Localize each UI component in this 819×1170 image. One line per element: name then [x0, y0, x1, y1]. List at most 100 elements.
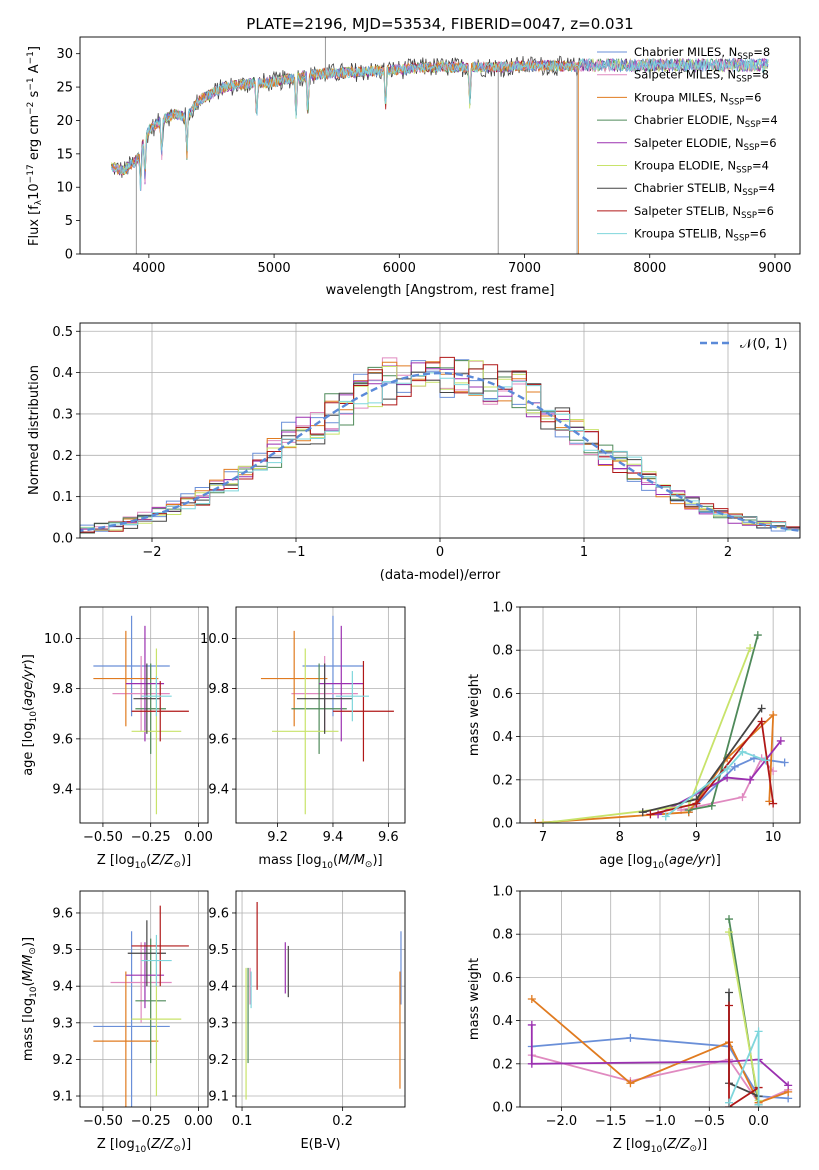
y-tick-label: 1.0 [492, 601, 513, 616]
chart-weight_vs_age: 7 8 9 10 0.0 0.2 0.4 0.6 0.8 1.0 age [log10(age/yr… [467, 601, 801, 871]
weight-marker [723, 765, 732, 773]
y-tick-label: 0.4 [52, 366, 73, 381]
y-tick-label: 0.6 [492, 971, 513, 986]
weight-line [535, 712, 775, 823]
y-tick-label: 9.3 [52, 1016, 73, 1031]
weight-marker [730, 762, 739, 771]
plot-area-residuals [80, 356, 800, 537]
x-axis-label: Z [log10(Z/Z⊙)] [613, 1137, 707, 1155]
y-tick-label: 9.1 [208, 1090, 229, 1105]
y-tick-label: 0.8 [492, 928, 513, 943]
chart-age_vs_Z: −0.50 −0.25 0.00 9.4 9.6 9.8 10.0 Z [log10(Z/Z⊙… [21, 606, 213, 871]
y-axis-label: age [log10(age/yr)] [21, 654, 39, 776]
y-tick-label: 0.4 [492, 730, 513, 745]
weight-line [542, 647, 751, 823]
x-axis-label: Z [log10(Z/Z⊙)] [97, 853, 191, 871]
axes-frame [235, 606, 406, 824]
weight-marker [539, 819, 548, 823]
x-tick-label: 7 [539, 830, 547, 845]
x-tick-label: −2 [142, 545, 161, 560]
chart-spectrum: 4000 5000 6000 7000 8000 9000 0 5 10 15 20 25 30 Chab… [26, 36, 801, 298]
x-tick-label: −0.50 [83, 1114, 123, 1129]
legend-entry: Kroupa MILES, NSSP=6 [634, 90, 761, 107]
y-tick-label: 0.6 [492, 687, 513, 702]
y-tick-label: 5 [65, 214, 73, 229]
y-tick-label: 0.2 [52, 449, 73, 464]
x-tick-label: 9.6 [378, 830, 399, 845]
x-axis-label: age [log10(age/yr)] [599, 853, 721, 871]
weight-line [665, 750, 766, 818]
y-tick-label: 0.0 [52, 532, 73, 547]
x-tick-label: 7000 [508, 261, 541, 276]
y-tick-label: 0.8 [492, 644, 513, 659]
y-tick-label: 10 [56, 181, 73, 196]
y-tick-label: 0.5 [52, 325, 73, 340]
weight-marker [707, 801, 716, 810]
x-tick-label: −1 [286, 545, 305, 560]
y-tick-label: 9.2 [208, 1053, 229, 1068]
plot-area-mass_vs_Z [93, 905, 189, 1107]
weight-marker [725, 915, 734, 924]
x-axis-label: wavelength [Angstrom, rest frame] [326, 283, 555, 298]
x-tick-label: 0 [436, 545, 444, 560]
legend: Chabrier MILES, NSSP=8 Salpeter MILES, NS… [597, 45, 778, 244]
y-tick-label: 9.3 [208, 1016, 229, 1031]
legend-entry: 𝒩(0, 1) [740, 337, 787, 352]
axes-frame [79, 322, 801, 539]
x-tick-label: −1.5 [595, 1114, 627, 1129]
plot-area-weight_vs_Z [527, 915, 793, 1107]
y-tick-label: 9.1 [52, 1090, 73, 1105]
figure-title: PLATE=2196, MJD=53534, FIBERID=0047, z=0… [246, 15, 633, 33]
y-tick-label: 9.5 [208, 943, 229, 958]
chart-weight_vs_Z: −2.0 −1.5 −1.0 −0.5 0.0 0.0 0.2 0.4 0.6 0.8 1.0 Z [… [467, 885, 801, 1155]
x-tick-label: 9.4 [323, 830, 344, 845]
plot-area-spectrum [110, 37, 769, 254]
weight-marker [769, 799, 778, 808]
y-axis-label: mass [log10(M/M⊙)] [21, 937, 39, 1061]
weight-marker [626, 1033, 635, 1042]
y-tick-label: 30 [56, 47, 73, 62]
weight-marker [531, 819, 540, 823]
y-tick-label: 10.0 [200, 632, 229, 647]
gaussian-curve [80, 371, 800, 533]
legend-entry: Salpeter MILES, NSSP=8 [634, 68, 769, 85]
y-axis-label: mass weight [467, 674, 482, 756]
weight-line [688, 634, 759, 811]
legend-entry: Salpeter STELIB, NSSP=6 [634, 204, 774, 221]
weight-line [728, 931, 760, 1101]
axes-frame [79, 606, 209, 824]
y-tick-label: 9.8 [52, 682, 73, 697]
x-tick-label: 0.00 [184, 1114, 213, 1129]
weight-marker [784, 1081, 793, 1090]
plot-area-mass_vs_ebv [245, 901, 402, 1100]
weight-marker [746, 775, 755, 784]
spectrum-kroupa-miles [110, 60, 579, 254]
y-tick-label: 25 [56, 81, 73, 96]
y-tick-label: 9.2 [52, 1053, 73, 1068]
weight-marker [757, 717, 766, 726]
x-tick-label: −0.25 [131, 1114, 171, 1129]
y-tick-label: 0.4 [492, 1014, 513, 1029]
y-tick-label: 9.6 [52, 906, 73, 921]
chart-mass_vs_ebv: 0.1 0.2 9.1 9.2 9.3 9.4 9.5 9.6 E(B-V) [208, 890, 406, 1152]
y-tick-label: 1.0 [492, 885, 513, 900]
legend-entry: Chabrier STELIB, NSSP=4 [634, 181, 775, 198]
plot-area-weight_vs_age [531, 631, 789, 823]
y-tick-label: 9.4 [208, 980, 229, 995]
x-axis-label: (data-model)/error [380, 568, 501, 583]
weight-marker [769, 711, 778, 719]
x-tick-label: 9000 [758, 261, 791, 276]
weight-marker [746, 644, 755, 653]
plot-area-age_vs_Z [93, 615, 189, 815]
weight-marker [754, 1027, 763, 1036]
y-tick-label: 0.0 [492, 1101, 513, 1116]
axes-frame [79, 36, 801, 255]
weight-marker [725, 1098, 734, 1107]
weight-marker [638, 808, 647, 817]
y-tick-label: 9.6 [52, 732, 73, 747]
weight-marker [753, 631, 762, 640]
weight-line [650, 719, 775, 816]
x-tick-label: 2 [724, 545, 732, 560]
weight-marker [780, 758, 789, 767]
